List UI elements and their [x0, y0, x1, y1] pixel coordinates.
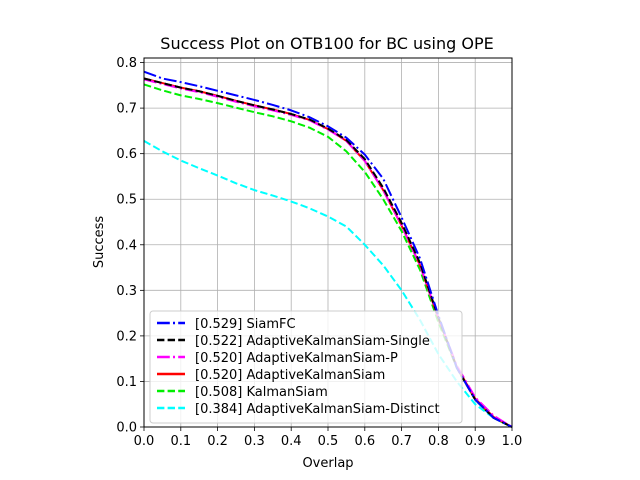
legend-box — [149, 310, 463, 424]
y-tick-label: 0.4 — [116, 238, 137, 253]
legend-entry-label: [0.520] AdaptiveKalmanSiam — [195, 368, 385, 383]
x-tick-label: 0.8 — [428, 434, 449, 449]
legend-entry-label: [0.529] SiamFC — [195, 317, 296, 332]
x-tick-label: 0.2 — [207, 434, 228, 449]
x-tick-label: 0.9 — [465, 434, 486, 449]
y-tick-label: 0.0 — [116, 421, 137, 436]
x-tick-label: 0.7 — [391, 434, 412, 449]
legend-entry-label: [0.508] KalmanSiam — [195, 385, 328, 400]
series-line-5 — [143, 140, 513, 428]
y-tick-label: 0.5 — [116, 193, 137, 208]
legend-entry-label: [0.522] AdaptiveKalmanSiam-Single — [195, 334, 430, 349]
x-tick-label: 0.6 — [354, 434, 375, 449]
x-tick-label: 0.1 — [170, 434, 191, 449]
legend-entry-label: [0.384] AdaptiveKalmanSiam-Distinct — [195, 402, 440, 417]
chart-title: Success Plot on OTB100 for BC using OPE — [160, 34, 493, 53]
x-tick-label: 0.3 — [244, 434, 265, 449]
y-tick-label: 0.1 — [116, 375, 137, 390]
y-tick-label: 0.7 — [116, 102, 137, 117]
x-axis-title: Overlap — [302, 456, 353, 471]
x-tick-label: 0.0 — [134, 434, 155, 449]
y-tick-label: 0.6 — [116, 147, 137, 162]
y-axis-title: Success — [92, 216, 107, 269]
axis-ticks: 0.0 0.1 0.2 0.3 0.4 0.5 0.6 0.7 0.8 0.9 1.0 0.0 0.1 0… — [116, 56, 522, 449]
y-tick-label: 0.8 — [116, 56, 137, 71]
x-tick-label: 1.0 — [502, 434, 523, 449]
y-tick-label: 0.3 — [116, 284, 137, 299]
legend: [0.529] SiamFC [0.522] AdaptiveKalmanSiam… — [149, 310, 463, 424]
series-line-4 — [143, 83, 513, 428]
x-tick-label: 0.4 — [281, 434, 302, 449]
x-tick-label: 0.5 — [318, 434, 339, 449]
legend-entry-label: [0.520] AdaptiveKalmanSiam-P — [195, 351, 398, 366]
y-tick-label: 0.2 — [116, 329, 137, 344]
